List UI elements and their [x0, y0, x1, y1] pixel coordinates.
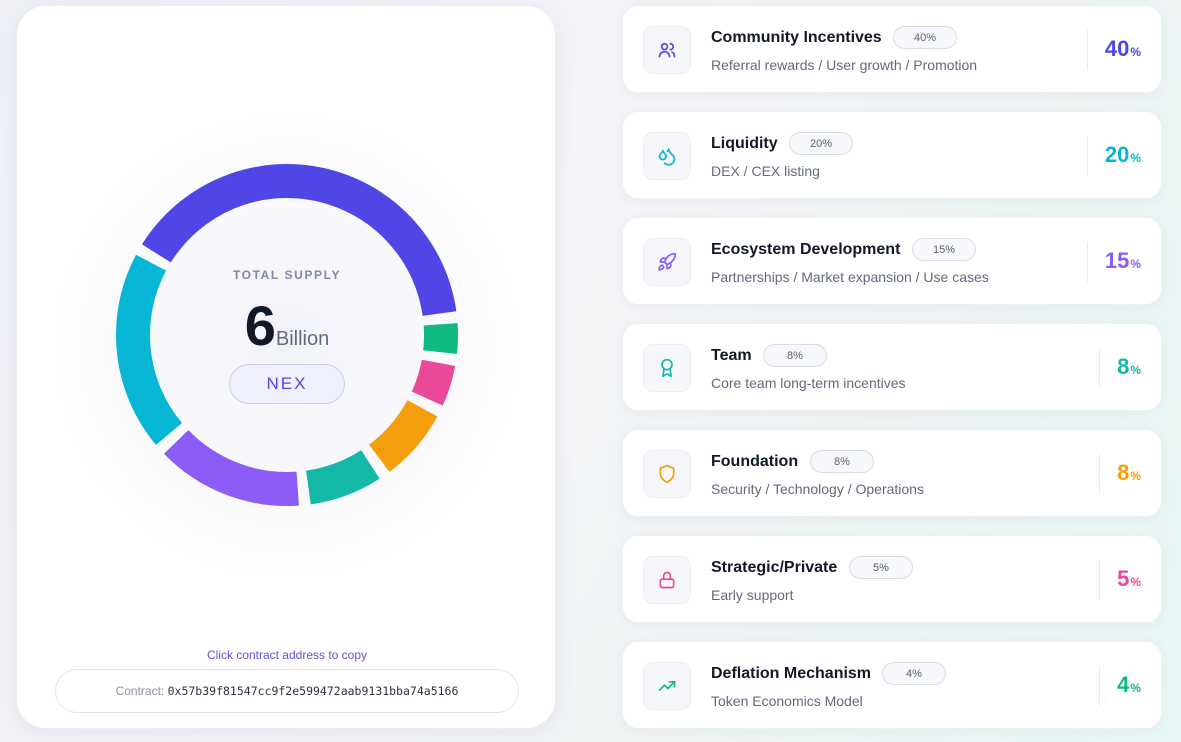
allocation-description: DEX / CEX listing: [711, 163, 820, 179]
allocation-card-liquidity: Liquidity 20% DEX / CEX listing 20%: [622, 111, 1162, 199]
contract-label: Contract:: [115, 684, 165, 698]
allocation-card-team: Team 8% Core team long-term incentives 8…: [622, 323, 1162, 411]
allocation-badge: 5%: [849, 556, 913, 579]
trending-up-icon: [643, 662, 691, 710]
donut-slice-ecosystem: [163, 429, 299, 506]
total-supply-value: 6Billion: [17, 293, 557, 358]
allocation-description: Core team long-term incentives: [711, 375, 906, 391]
allocation-percent: 8%: [1117, 460, 1141, 485]
allocation-badge: 15%: [912, 238, 976, 261]
allocation-title: Team: [711, 347, 752, 364]
supply-amount: 6: [244, 294, 276, 357]
allocation-title: Ecosystem Development: [711, 241, 901, 258]
allocation-percent: 8%: [1117, 354, 1141, 379]
allocation-percent: 20%: [1104, 142, 1141, 167]
allocation-description: Referral rewards / User growth / Promoti…: [711, 57, 978, 73]
supply-unit: Billion: [275, 328, 330, 350]
allocation-badge: 8%: [810, 450, 874, 473]
users-icon: [643, 26, 691, 74]
allocation-card-foundation: Foundation 8% Security / Technology / Op…: [622, 429, 1162, 517]
droplets-icon: [643, 132, 691, 180]
divider: [1087, 242, 1088, 282]
allocation-badge: 20%: [789, 132, 853, 155]
donut-slice-deflation: [423, 323, 458, 355]
allocation-percent: 15%: [1104, 248, 1141, 273]
divider: [1099, 560, 1100, 600]
donut-slice-foundation: [368, 399, 438, 472]
divider: [1099, 666, 1100, 706]
allocation-card-deflation: Deflation Mechanism 4% Token Economics M…: [622, 641, 1162, 729]
allocation-description: Security / Technology / Operations: [711, 481, 924, 497]
divider: [1099, 348, 1100, 388]
donut-slice-community: [141, 164, 457, 317]
token-supply-card: TOTAL SUPPLY 6Billion NEX Click contract…: [16, 5, 556, 729]
allocation-title: Foundation: [711, 453, 799, 470]
allocation-title: Deflation Mechanism: [711, 665, 872, 682]
allocation-description: Partnerships / Market expansion / Use ca…: [711, 269, 989, 285]
donut-slice-strategic: [411, 359, 456, 406]
donut-slice-liquidity: [116, 254, 183, 445]
allocation-donut-chart: [116, 164, 458, 506]
award-icon: [643, 344, 691, 392]
allocation-title: Community Incentives: [711, 29, 882, 46]
shield-icon: [643, 450, 691, 498]
token-symbol-badge: NEX: [229, 364, 345, 404]
allocation-card-ecosystem: Ecosystem Development 15% Partnerships /…: [622, 217, 1162, 305]
allocation-card-community: Community Incentives 40% Referral reward…: [622, 5, 1162, 93]
allocation-title: Liquidity: [711, 135, 778, 152]
allocation-badge: 40%: [893, 26, 957, 49]
allocation-percent: 4%: [1117, 672, 1141, 697]
divider: [1087, 136, 1088, 176]
allocation-description: Early support: [711, 587, 794, 603]
allocation-percent: 5%: [1117, 566, 1141, 591]
donut-slice-team: [305, 449, 380, 505]
allocation-percent: 40%: [1104, 36, 1141, 61]
contract-address-button[interactable]: Contract: 0x57b39f81547cc9f2e599472aab91…: [55, 669, 519, 713]
allocation-description: Token Economics Model: [711, 693, 863, 709]
total-supply-label: TOTAL SUPPLY: [232, 268, 342, 282]
contract-address: 0x57b39f81547cc9f2e599472aab9131bba74a51…: [167, 684, 459, 698]
divider: [1087, 30, 1088, 70]
rocket-icon: [643, 238, 691, 286]
lock-icon: [643, 556, 691, 604]
allocation-badge: 4%: [882, 662, 946, 685]
divider: [1099, 454, 1100, 494]
allocation-title: Strategic/Private: [711, 559, 838, 576]
allocation-badge: 8%: [763, 344, 827, 367]
allocation-card-strategic: Strategic/Private 5% Early support 5%: [622, 535, 1162, 623]
copy-hint: Click contract address to copy: [206, 648, 368, 662]
